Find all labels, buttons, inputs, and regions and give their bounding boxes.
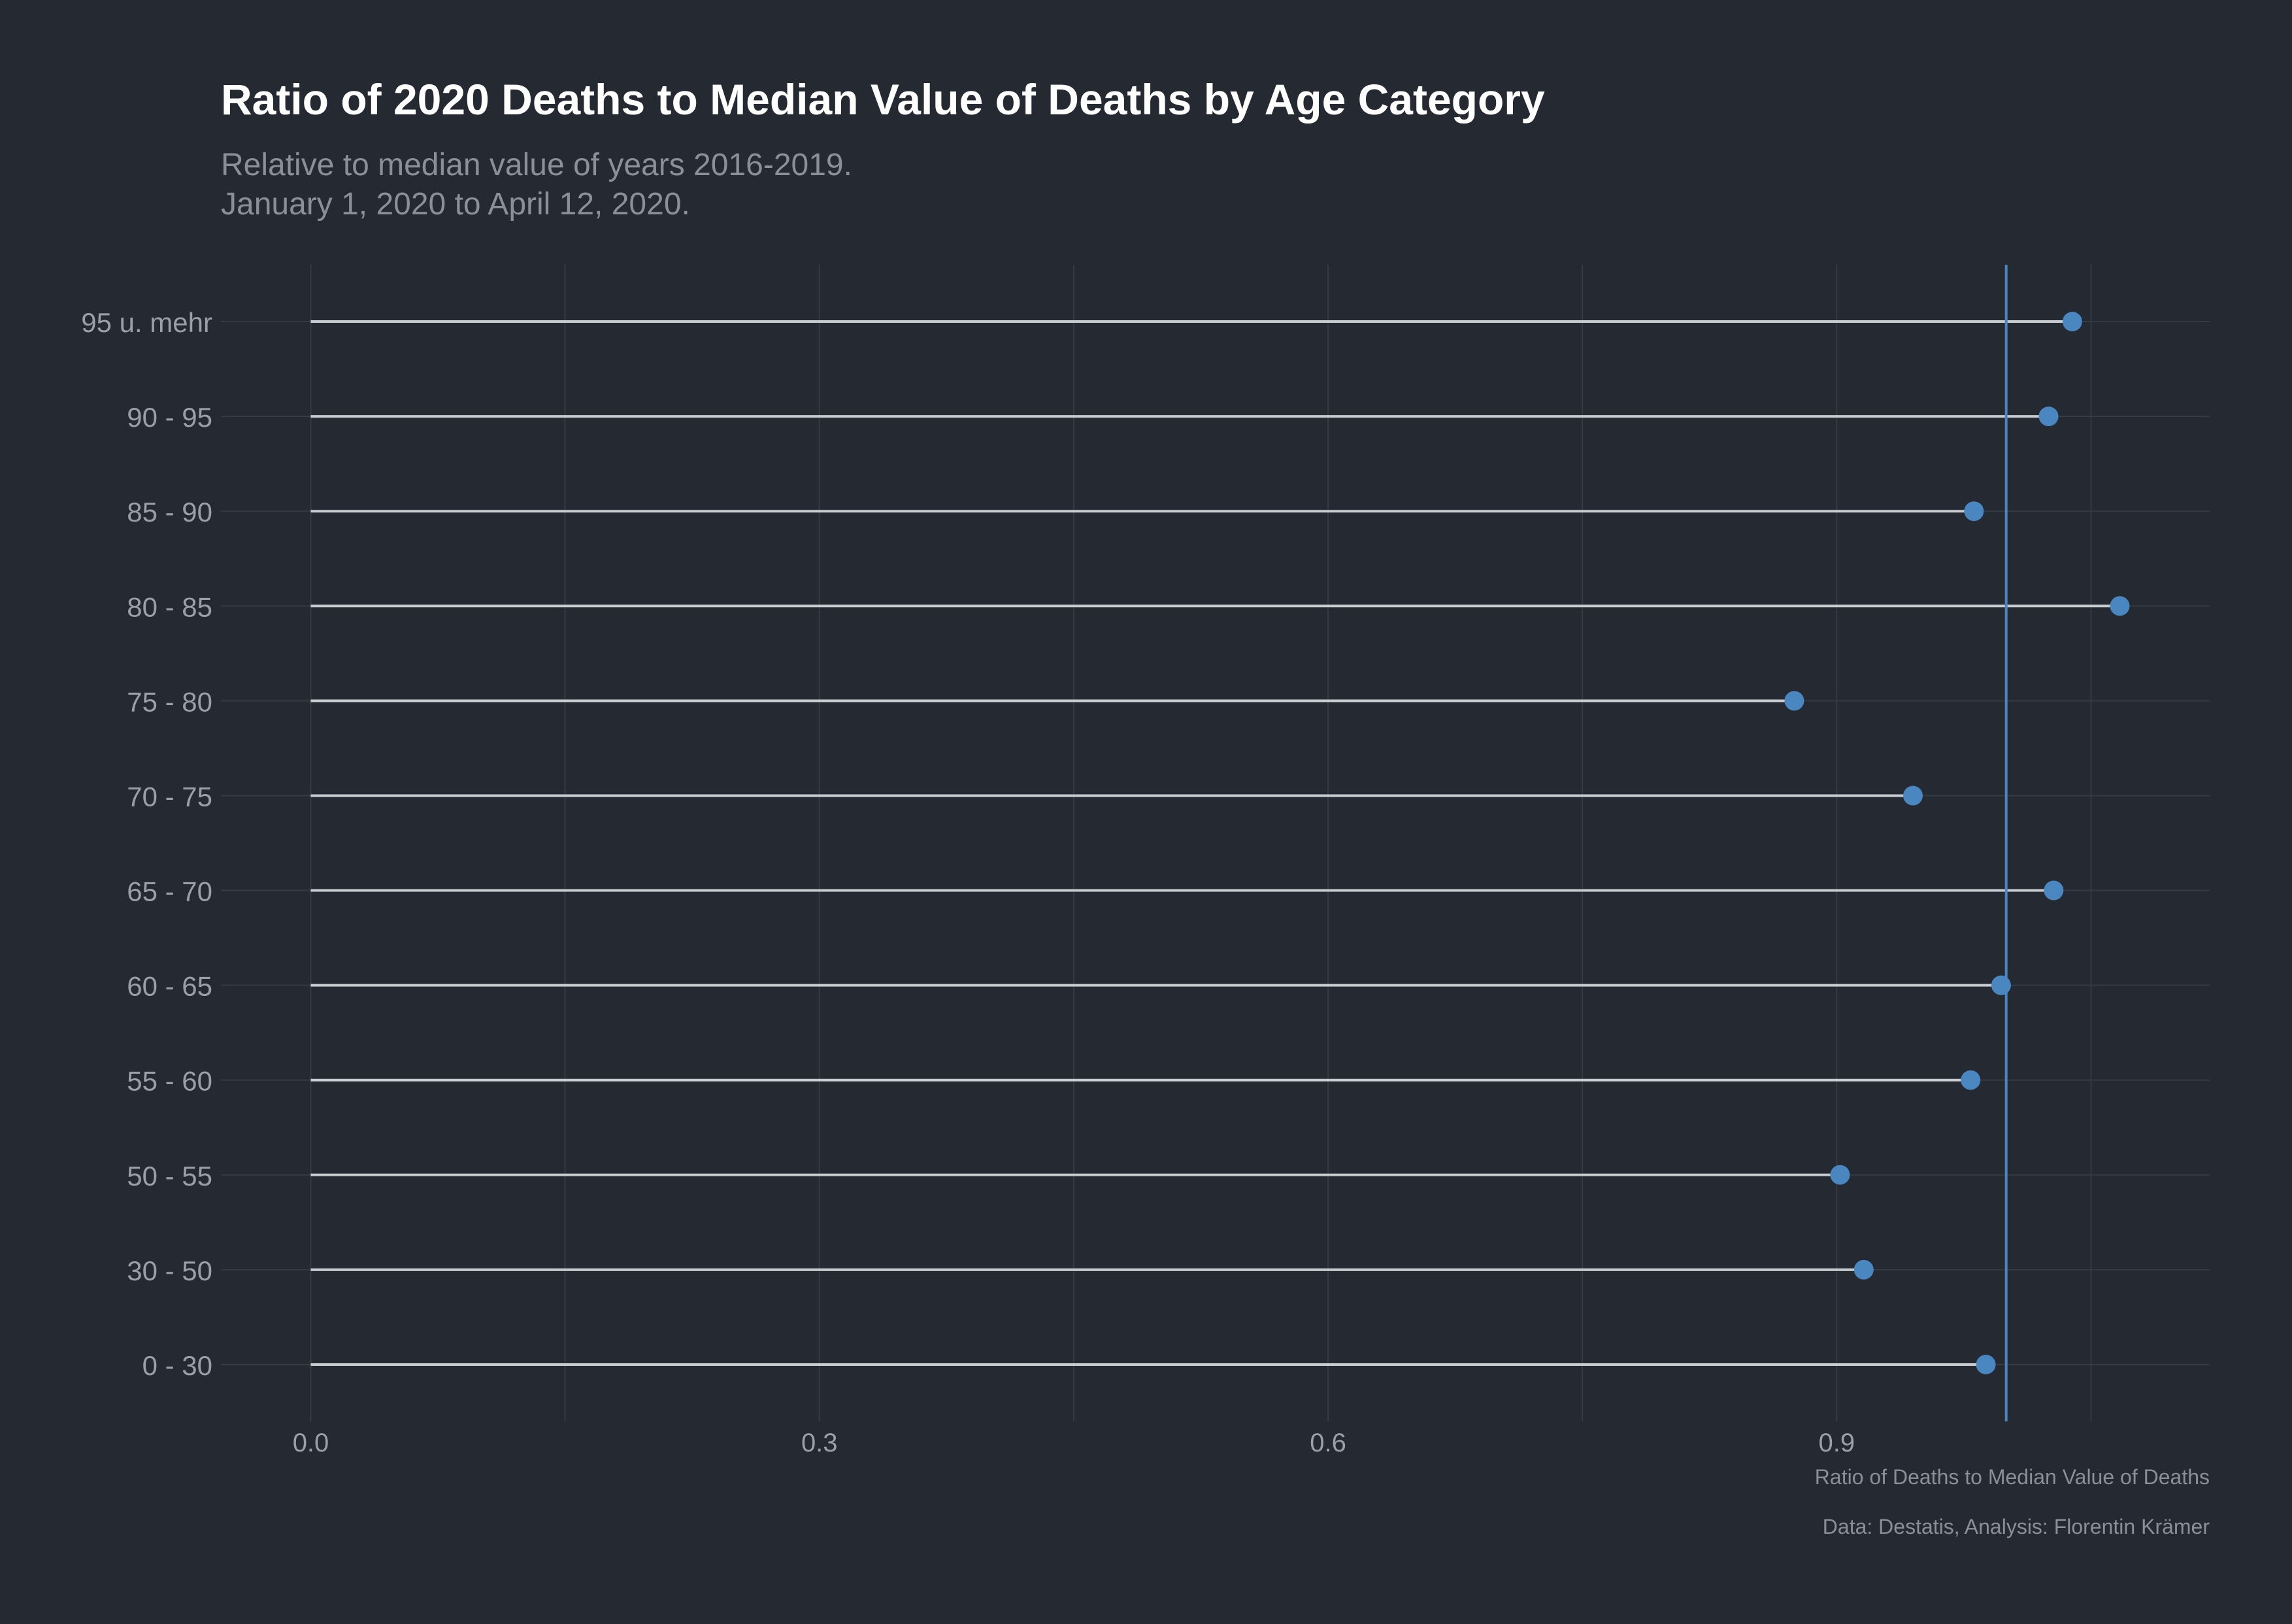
data-point-5 (2044, 880, 2064, 901)
data-point-9 (1964, 501, 1984, 522)
y-tick-label-5: 65 - 70 (127, 876, 212, 907)
data-point-6 (1903, 786, 1923, 806)
y-tick-label-7: 75 - 80 (127, 686, 212, 717)
y-tick-label-4: 60 - 65 (127, 971, 212, 1002)
data-point-4 (1991, 975, 2011, 995)
data-point-10 (2038, 406, 2059, 427)
chart-subtitle-line-1: Relative to median value of years 2016-2… (221, 148, 852, 182)
y-tick-label-11: 95 u. mehr (81, 307, 212, 338)
x-axis-title: Ratio of Deaths to Median Value of Death… (1815, 1465, 2210, 1489)
y-tick-label-0: 0 - 30 (142, 1350, 212, 1381)
chart-subtitle-line-2: January 1, 2020 to April 12, 2020. (221, 187, 690, 222)
data-point-8 (2110, 596, 2130, 616)
y-tick-label-2: 50 - 55 (127, 1161, 212, 1191)
y-tick-label-1: 30 - 50 (127, 1255, 212, 1286)
y-tick-label-3: 55 - 60 (127, 1066, 212, 1097)
y-tick-label-6: 70 - 75 (127, 781, 212, 812)
chart-title: Ratio of 2020 Deaths to Median Value of … (221, 75, 1545, 124)
data-point-2 (1830, 1165, 1850, 1185)
x-tick-label-3: 0.9 (1818, 1429, 1855, 1457)
data-point-0 (1976, 1354, 1996, 1374)
y-tick-label-8: 80 - 85 (127, 591, 212, 622)
data-point-3 (1961, 1070, 1981, 1090)
x-tick-label-2: 0.6 (1310, 1429, 1346, 1457)
x-tick-label-0: 0.0 (293, 1429, 329, 1457)
x-tick-label-1: 0.3 (801, 1429, 838, 1457)
data-source-caption: Data: Destatis, Analysis: Florentin Kräm… (1823, 1515, 2210, 1538)
data-point-11 (2062, 312, 2082, 332)
y-tick-label-9: 85 - 90 (127, 497, 212, 527)
data-point-7 (1784, 691, 1804, 711)
y-tick-label-10: 90 - 95 (127, 402, 212, 433)
data-point-1 (1853, 1259, 1874, 1280)
plot-area: 0 - 30 30 - 50 50 - 55 55 - 60 60 - 65 65 - 7… (81, 265, 2210, 1457)
